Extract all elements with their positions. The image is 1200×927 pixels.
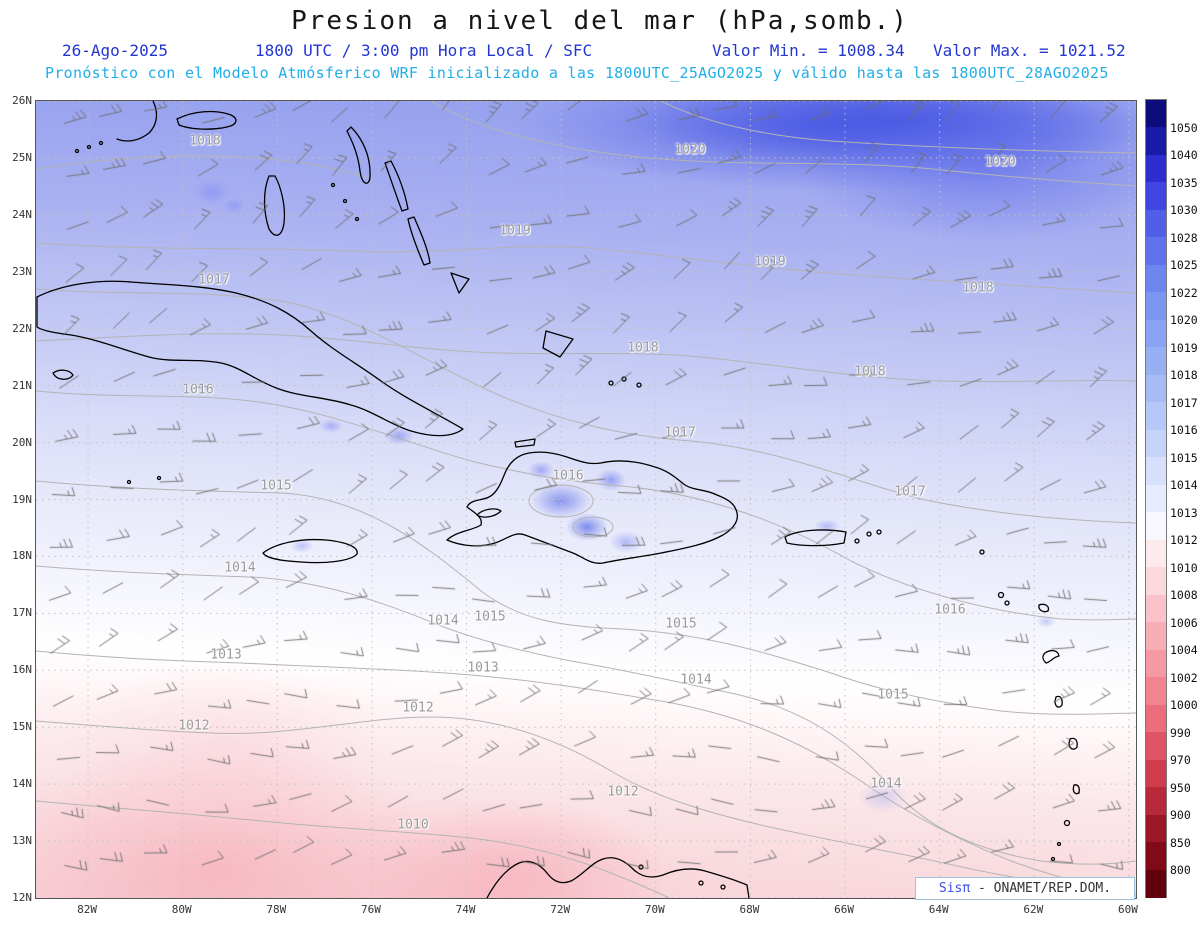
colorbar-cell — [1146, 539, 1166, 568]
lon-tick-label: 78W — [266, 903, 287, 916]
lat-tick-label: 16N — [12, 663, 32, 677]
colorbar-cell — [1146, 842, 1166, 871]
colorbar-tick-label: 850 — [1170, 835, 1191, 850]
lon-tick-label: 60W — [1117, 903, 1138, 916]
lat-tick-label: 24N — [12, 207, 32, 221]
value-min-label: Valor Min. = 1008.34 — [712, 41, 905, 60]
lat-tick-label: 21N — [12, 378, 32, 392]
lon-tick-label: 66W — [834, 903, 854, 916]
colorbar-tick-label: 1013 — [1170, 505, 1198, 520]
value-max-label: Valor Max. = 1021.52 — [933, 41, 1126, 60]
colorbar-cell — [1146, 457, 1166, 486]
colorbar-tick-label: 1006 — [1170, 615, 1198, 630]
lat-tick-label: 18N — [12, 549, 32, 563]
colorbar-cell — [1146, 209, 1166, 238]
lat-tick-label: 19N — [12, 492, 32, 506]
colorbar-tick-label: 1050 — [1170, 120, 1198, 135]
colorbar-cell — [1146, 182, 1166, 211]
colorbar-cell — [1146, 594, 1166, 623]
colorbar-cell — [1146, 429, 1166, 458]
colorbar-tick-label: 970 — [1170, 753, 1191, 768]
colorbar-tick-label: 1012 — [1170, 533, 1198, 548]
lat-tick-label: 23N — [12, 264, 32, 278]
colorbar-tick-label: 1018 — [1170, 368, 1198, 383]
colorbar-cell — [1146, 512, 1166, 541]
colorbar-tick-label: 1000 — [1170, 698, 1198, 713]
forecast-date: 26-Ago-2025 — [62, 41, 168, 60]
colorbar-tick-label: 1040 — [1170, 148, 1198, 163]
sispi-logo: Sisπ — [938, 881, 971, 896]
colorbar-cell — [1146, 319, 1166, 348]
credit-text: - ONAMET/REP.DOM. — [970, 881, 1112, 896]
colorbar-cell — [1146, 374, 1166, 403]
colorbar-cell — [1146, 814, 1166, 843]
colorbar-cell — [1146, 292, 1166, 321]
lon-tick-label: 62W — [1023, 903, 1044, 916]
colorbar-tick-label: 950 — [1170, 780, 1191, 795]
lat-tick-label: 20N — [12, 435, 32, 449]
map-area — [35, 100, 1137, 899]
lon-tick-label: 68W — [739, 903, 760, 916]
colorbar-tick-label: 1015 — [1170, 450, 1198, 465]
colorbar-cell — [1146, 347, 1166, 376]
forecast-time: 1800 UTC / 3:00 pm Hora Local / SFC — [255, 41, 593, 60]
colorbar-tick-label: 1016 — [1170, 423, 1198, 438]
colorbar-tick-label: 1014 — [1170, 478, 1198, 493]
colorbar-cell — [1146, 567, 1166, 596]
colorbar-tick-label: 1017 — [1170, 395, 1198, 410]
colorbar-cell — [1146, 649, 1166, 678]
colorbar-cell — [1146, 402, 1166, 431]
colorbar-cell — [1146, 127, 1166, 156]
colorbar-cells — [1145, 99, 1167, 898]
lon-tick-label: 82W — [77, 903, 97, 916]
lon-tick-label: 64W — [928, 903, 949, 916]
lon-tick-label: 80W — [171, 903, 192, 916]
colorbar-tick-label: 800 — [1170, 863, 1191, 878]
colorbar-tick-label: 1025 — [1170, 258, 1198, 273]
colorbar-tick-label: 1004 — [1170, 643, 1198, 658]
colorbar-cell — [1146, 869, 1166, 898]
page-title: Presion a nivel del mar (hPa,somb.) — [291, 6, 909, 36]
lon-tick-label: 70W — [644, 903, 665, 916]
colorbar-cell — [1146, 100, 1166, 129]
lon-tick-label: 76W — [360, 903, 381, 916]
colorbar-tick-label: 990 — [1170, 725, 1191, 740]
colorbar-cell — [1146, 264, 1166, 293]
lon-tick-label: 72W — [550, 903, 571, 916]
colorbar-tick-label: 1030 — [1170, 203, 1198, 218]
colorbar-tick-label: 1008 — [1170, 588, 1198, 603]
model-init-line: Pronóstico con el Modelo Atmósferico WRF… — [45, 64, 1109, 82]
colorbar-tick-label: 900 — [1170, 808, 1191, 823]
lat-tick-label: 25N — [12, 150, 32, 164]
lat-tick-label: 17N — [12, 606, 32, 620]
lon-tick-label: 74W — [455, 903, 476, 916]
lat-tick-label: 14N — [12, 777, 32, 791]
colorbar-cell — [1146, 484, 1166, 513]
lat-tick-label: 22N — [12, 321, 32, 335]
colorbar-cell — [1146, 787, 1166, 816]
colorbar-tick-label: 1002 — [1170, 670, 1198, 685]
lat-tick-label: 15N — [12, 720, 32, 734]
lat-tick-label: 13N — [12, 834, 32, 848]
colorbar-tick-label: 1010 — [1170, 560, 1198, 575]
colorbar-cell — [1146, 154, 1166, 184]
colorbar-cell — [1146, 237, 1166, 266]
colorbar-tick-label: 1020 — [1170, 313, 1198, 328]
colorbar: 1050 1040 1035 1030 1028 1025 1022 1020 1019 1018… — [1145, 99, 1200, 898]
colorbar-cell — [1146, 759, 1166, 788]
colorbar-cell — [1146, 677, 1166, 706]
wind-barbs-layer — [36, 101, 1136, 898]
colorbar-tick-label: 1022 — [1170, 285, 1198, 300]
colorbar-tick-label: 1035 — [1170, 175, 1198, 190]
colorbar-cell — [1146, 732, 1166, 761]
colorbar-cell — [1146, 622, 1166, 651]
credit-box: Sisπ - ONAMET/REP.DOM. — [915, 877, 1135, 900]
colorbar-tick-label: 1028 — [1170, 230, 1198, 245]
colorbar-tick-label: 1019 — [1170, 340, 1198, 355]
colorbar-cell — [1146, 704, 1166, 733]
lat-tick-label: 12N — [12, 891, 32, 904]
lat-tick-label: 26N — [12, 94, 32, 107]
